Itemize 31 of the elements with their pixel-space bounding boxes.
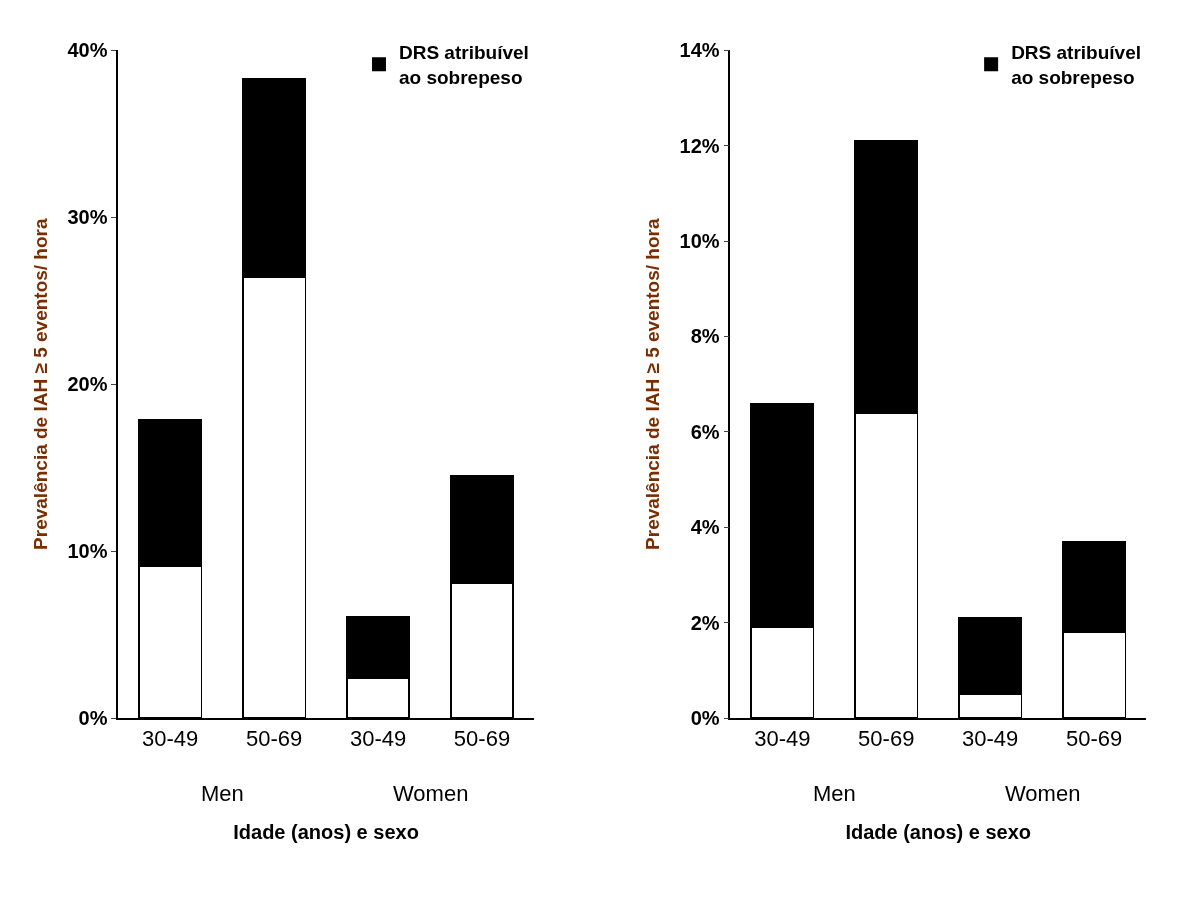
y-axis-title: Prevalência de IAH ≥ 5 eventos/ hora [29, 218, 51, 550]
y-tick-label: 10% [67, 540, 108, 563]
y-tick-label: 30% [67, 206, 108, 229]
y-tick-label: 20% [67, 373, 108, 396]
y-tick-label: 10% [679, 230, 720, 253]
y-tick-label: 6% [690, 420, 720, 443]
x-tick-label: 50-69 [1066, 726, 1123, 752]
text: Men [201, 781, 244, 806]
y-tick-label: 8% [690, 325, 720, 348]
y-tick-label: 40% [67, 39, 108, 62]
y-tick-label: 0% [78, 707, 108, 730]
x-axis-title: Idade (anos) e sexo [233, 821, 419, 844]
y-tick-label: 12% [679, 134, 720, 157]
x-tick-label: 30-49 [349, 726, 407, 752]
x-tick-label: 50-69 [858, 726, 915, 752]
y-tick-label: 0% [690, 707, 720, 730]
legend-label: DRS atribuível ao sobrepeso [398, 42, 529, 88]
legend-label: DRS atribuível ao sobrepeso [1011, 42, 1141, 88]
x-axis-title: Idade (anos) e sexo [845, 821, 1032, 844]
y-axis-title: Prevalência de IAH ≥ 5 eventos/ hora [641, 218, 663, 550]
x-tick-label: 30-49 [754, 726, 811, 752]
text: Women [1005, 781, 1081, 806]
y-tick-label: 14% [679, 39, 720, 62]
x-tick-label: 30-49 [142, 726, 199, 752]
x-tick-label: 30-49 [962, 726, 1019, 752]
y-tick-label: 4% [690, 516, 720, 539]
y-tick-label: 2% [690, 611, 720, 634]
x-tick-label: 50-69 [245, 726, 303, 752]
text: Women [393, 781, 469, 806]
text: Men [813, 781, 856, 806]
x-tick-label: 50-69 [453, 726, 511, 752]
